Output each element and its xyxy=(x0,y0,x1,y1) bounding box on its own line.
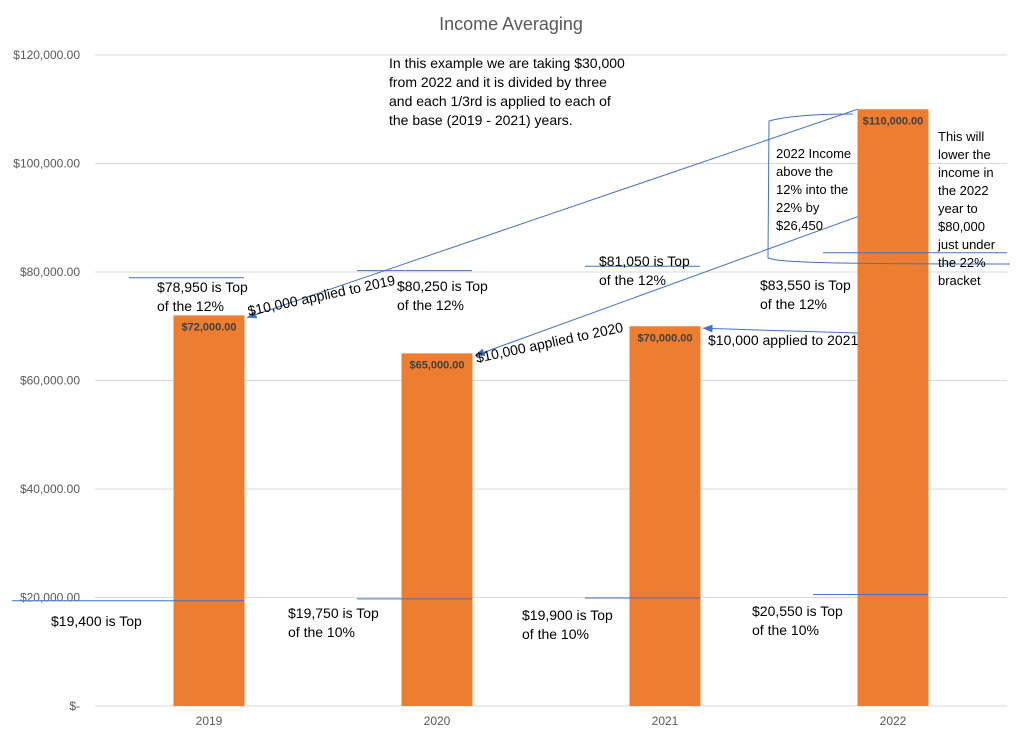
arrow-to-2021 xyxy=(702,324,858,334)
top-10-label-2022: $20,550 is Top of the 10% xyxy=(752,603,843,638)
top-10-label-2020: $19,750 is Top of the 10% xyxy=(288,605,379,640)
y-tick-label: $20,000.00 xyxy=(20,591,80,605)
top-10-label-2021: $19,900 is Top of the 10% xyxy=(522,607,613,642)
chart-title: Income Averaging xyxy=(439,14,583,34)
y-tick-label: $40,000.00 xyxy=(20,482,80,496)
annotation-arrows xyxy=(246,108,858,357)
x-tick-label: 2019 xyxy=(196,714,223,728)
y-tick-label: $100,000.00 xyxy=(13,157,80,171)
x-tick-label: 2020 xyxy=(424,714,451,728)
bar-value-label: $72,000.00 xyxy=(181,321,236,333)
bar-value-label: $70,000.00 xyxy=(637,332,692,344)
y-tick-label: $60,000.00 xyxy=(20,374,80,388)
top-12-label-2020: $80,250 is Top of the 12% xyxy=(397,278,488,313)
y-tick-label: $- xyxy=(69,699,80,713)
income-above-brace xyxy=(767,113,1011,265)
bars xyxy=(173,109,929,706)
bracket-threshold-lines xyxy=(12,252,1007,602)
gridlines xyxy=(95,54,1007,707)
y-tick-label: $80,000.00 xyxy=(20,265,80,279)
bar-2022 xyxy=(857,109,929,706)
x-tick-label: 2021 xyxy=(652,714,679,728)
bar-2020 xyxy=(401,353,473,706)
income-above-note: 2022 Income above the 12% into the 22% b… xyxy=(776,146,852,233)
arrow-to-2020 xyxy=(474,216,858,357)
top-12-label-2019: $78,950 is Top of the 12% xyxy=(157,279,248,314)
lower-income-note: This will lower the income in the 2022 y… xyxy=(938,129,996,288)
x-axis-tick-labels: 2019 2020 2021 2022 xyxy=(196,714,907,728)
bar-value-label: $65,000.00 xyxy=(409,359,464,371)
bar-value-label: $110,000.00 xyxy=(863,115,924,127)
bar-2019 xyxy=(173,315,245,706)
x-tick-label: 2022 xyxy=(880,714,907,728)
arrow-to-2019 xyxy=(246,108,858,319)
bar-2021 xyxy=(629,326,701,706)
intro-note: In this example we are taking $30,000 fr… xyxy=(389,55,625,128)
y-tick-label: $120,000.00 xyxy=(13,48,80,62)
top-12-label-2021: $81,050 is Top of the 12% xyxy=(599,253,690,288)
top-10-label-2019: $19,400 is Top xyxy=(51,613,142,629)
applied-2021-label: $10,000 applied to 2021 xyxy=(708,332,859,348)
bar-data-labels: $72,000.00 $65,000.00 $70,000.00 $110,000.0… xyxy=(181,115,923,371)
top-12-label-2022: $83,550 is Top of the 12% xyxy=(760,277,851,312)
